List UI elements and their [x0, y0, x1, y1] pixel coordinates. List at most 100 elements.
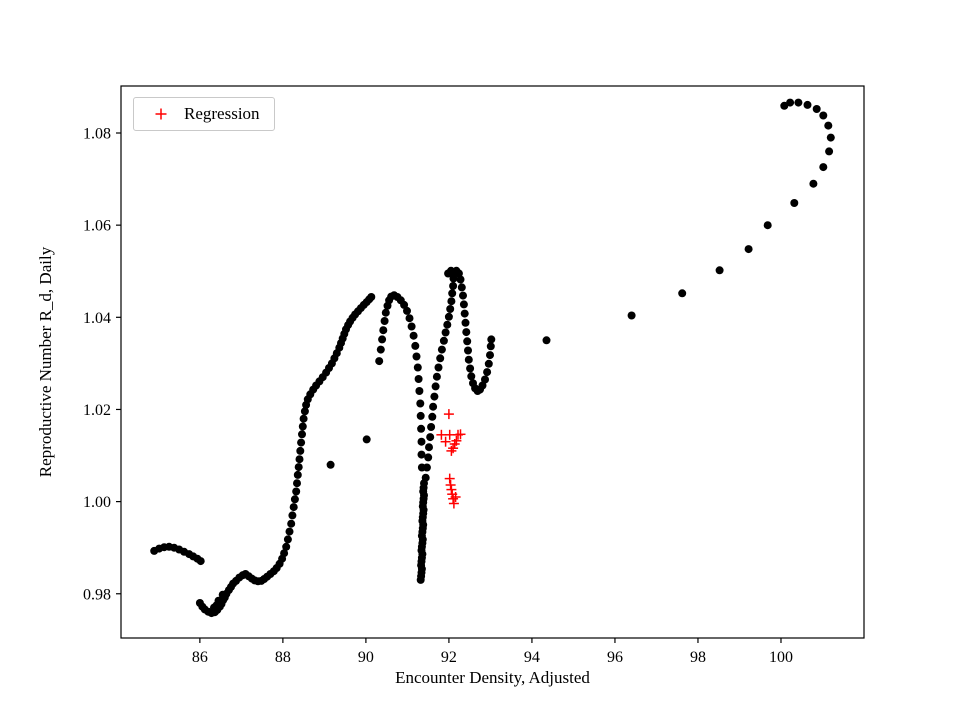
- scatter-point: [443, 320, 452, 329]
- scatter-point: [326, 460, 335, 469]
- scatter-point: [421, 473, 430, 482]
- scatter-point: [487, 335, 496, 344]
- scatter-point: [292, 487, 301, 496]
- scatter-point: [464, 355, 473, 364]
- x-tick-label: 98: [690, 649, 706, 666]
- scatter-point: [467, 372, 476, 381]
- scatter-point: [809, 179, 818, 188]
- scatter-point: [280, 549, 289, 558]
- scatter-point: [826, 133, 835, 142]
- scatter-point: [439, 336, 448, 345]
- y-axis-label: Reproductive Number R_d, Daily: [36, 246, 55, 478]
- scatter-point: [409, 331, 418, 340]
- x-tick-label: 94: [524, 649, 540, 666]
- scatter-point: [715, 266, 724, 275]
- scatter-point: [289, 503, 298, 512]
- scatter-point: [454, 269, 463, 278]
- scatter-point: [293, 470, 302, 479]
- scatter-point: [298, 430, 306, 439]
- scatter-point: [432, 372, 441, 381]
- scatter-point: [431, 382, 440, 391]
- scatter-point: [436, 354, 445, 363]
- scatter-point: [819, 111, 828, 120]
- y-tick-label: 1.00: [83, 494, 111, 511]
- y-tick-label: 1.02: [83, 402, 111, 419]
- scatter-point: [459, 291, 467, 300]
- x-tick-label: 92: [441, 649, 457, 666]
- y-tick-label: 1.04: [83, 310, 111, 327]
- scatter-point: [414, 375, 423, 383]
- scatter-point: [413, 363, 422, 372]
- scatter-point: [417, 424, 426, 433]
- scatter-point: [287, 519, 296, 528]
- scatter-point: [298, 422, 307, 431]
- scatter-point: [300, 407, 309, 416]
- scatter-point: [380, 317, 389, 325]
- scatter-point: [295, 455, 304, 464]
- scatter-point: [424, 453, 433, 462]
- x-tick-label: 88: [275, 649, 291, 666]
- scatter-point: [678, 289, 687, 298]
- x-tick-label: 96: [607, 649, 623, 666]
- scatter-point: [378, 335, 387, 344]
- scatter-point: [812, 105, 821, 113]
- scatter-point: [416, 411, 425, 420]
- scatter-point: [478, 381, 487, 390]
- scatter-point: [794, 98, 803, 107]
- scatter-point: [429, 402, 438, 411]
- scatter-point: [196, 557, 205, 566]
- scatter-point: [411, 341, 420, 350]
- scatter-point: [296, 446, 305, 455]
- x-tick-label: 90: [358, 649, 374, 666]
- scatter-point: [449, 282, 458, 290]
- scatter-point: [415, 387, 424, 395]
- scatter-point: [819, 163, 828, 172]
- scatter-point: [460, 309, 469, 318]
- scatter-point: [425, 443, 433, 452]
- legend-marker-icon: [155, 108, 167, 120]
- plot-frame: [120, 85, 865, 639]
- scatter-point: [463, 337, 472, 346]
- scatter-point: [461, 318, 470, 327]
- scatter-point: [542, 336, 551, 345]
- scatter-point: [407, 322, 416, 331]
- scatter-point: [427, 423, 436, 431]
- scatter-point: [481, 375, 489, 384]
- scatter-point: [803, 100, 812, 109]
- x-tick-label: 100: [769, 649, 793, 666]
- scatter-point: [434, 363, 443, 372]
- scatter-point: [483, 368, 492, 377]
- scatter-point: [400, 300, 409, 309]
- x-axis-label: Encounter Density, Adjusted: [395, 668, 590, 687]
- scatter-point: [448, 289, 457, 298]
- scatter-point: [486, 351, 494, 360]
- scatter-point: [446, 305, 455, 313]
- scatter-point: [403, 306, 411, 315]
- scatter-point: [457, 283, 466, 292]
- scatter-point: [412, 352, 421, 361]
- scatter-point: [283, 535, 292, 544]
- scatter-point: [444, 312, 453, 321]
- scatter-point: [447, 297, 456, 306]
- scatter-point: [763, 221, 772, 230]
- scatter-point: [375, 357, 384, 366]
- scatter-point: [441, 328, 450, 337]
- scatter-point: [376, 345, 385, 354]
- scatter-point: [405, 314, 414, 323]
- scatter-point: [428, 412, 437, 421]
- scatter-point: [744, 245, 753, 254]
- scatter-point: [790, 199, 799, 207]
- scatter-point: [627, 311, 636, 320]
- scatter-point: [825, 147, 834, 156]
- scatter-point: [362, 435, 371, 444]
- x-tick-label: 86: [192, 649, 208, 666]
- scatter-point: [379, 326, 388, 335]
- scatter-point: [299, 414, 308, 423]
- scatter-point: [462, 328, 471, 337]
- y-tick-label: 0.98: [83, 586, 111, 603]
- scatter-point: [437, 345, 446, 354]
- scatter-point: [381, 308, 390, 317]
- y-tick-label: 1.06: [83, 218, 111, 235]
